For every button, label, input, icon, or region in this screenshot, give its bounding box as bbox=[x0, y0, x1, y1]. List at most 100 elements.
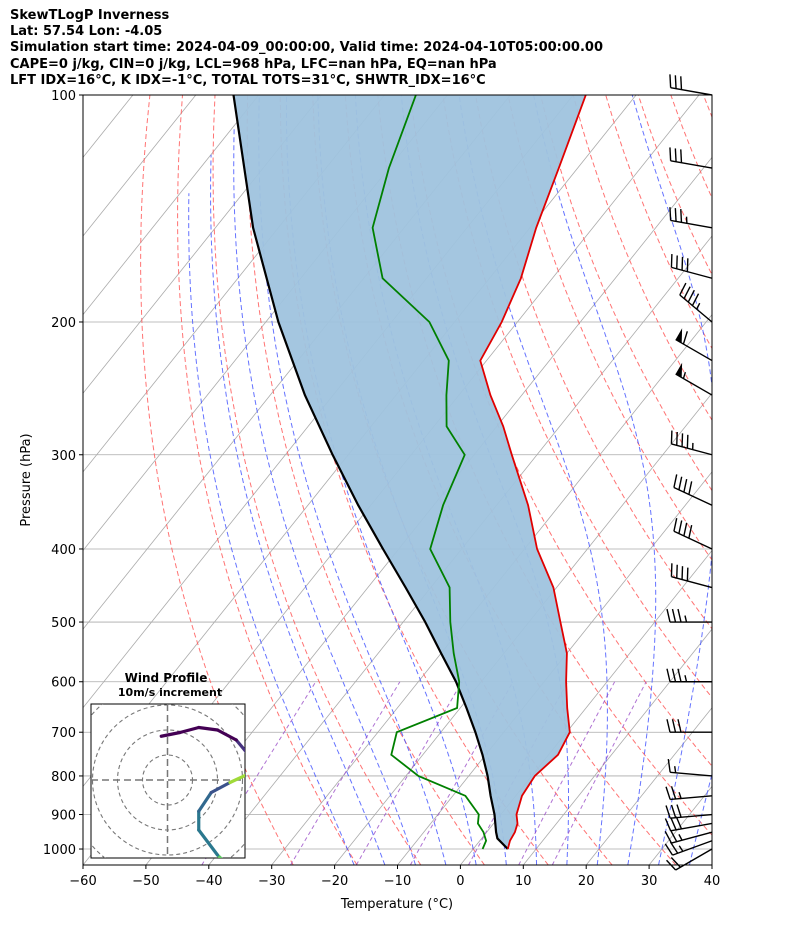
wind-barb bbox=[670, 430, 713, 456]
mixing-ratio-line bbox=[518, 681, 616, 865]
wind-barb-full bbox=[669, 841, 679, 854]
wind-barb bbox=[675, 328, 713, 362]
y-tick-label: 1000 bbox=[43, 843, 76, 858]
wind-barb-half bbox=[684, 675, 688, 682]
x-axis-label: Temperature (°C) bbox=[340, 897, 453, 912]
wind-barb bbox=[667, 758, 713, 777]
wind-barb-full bbox=[671, 668, 677, 682]
wind-barb-full bbox=[664, 818, 672, 832]
wind-barb-shaft bbox=[671, 831, 713, 844]
mixing-ratio-line bbox=[551, 681, 647, 865]
wind-barb-shaft bbox=[671, 443, 713, 456]
wind-barb-shaft bbox=[670, 795, 713, 801]
wind-barb-half bbox=[682, 371, 687, 379]
wind-barb-full bbox=[675, 816, 683, 830]
wind-barb bbox=[669, 147, 713, 169]
wind-barb-full bbox=[688, 481, 693, 495]
wind-barb-full bbox=[682, 331, 688, 345]
x-tick-label: 0 bbox=[456, 874, 464, 889]
wind-barb-full bbox=[667, 758, 671, 773]
wind-barb-full bbox=[666, 608, 671, 623]
wind-barb-half bbox=[684, 615, 688, 623]
wind-barb-full bbox=[671, 719, 677, 733]
wind-barb-full bbox=[666, 719, 671, 733]
wind-barb-full bbox=[665, 805, 671, 819]
wind-barb bbox=[675, 362, 713, 396]
isotherm-line bbox=[83, 95, 197, 237]
wind-barb bbox=[666, 608, 712, 623]
isotherm-line bbox=[585, 707, 712, 865]
x-tick-label: −50 bbox=[132, 874, 159, 889]
x-tick-label: 10 bbox=[515, 874, 532, 889]
wind-barb-shaft bbox=[673, 530, 713, 550]
mixing-ratio-line bbox=[355, 681, 463, 865]
isotherm-line bbox=[83, 95, 322, 394]
y-axis-label: Pressure (hPa) bbox=[19, 433, 34, 526]
wind-barb-shaft bbox=[671, 575, 713, 589]
wind-barb bbox=[670, 254, 713, 279]
wind-barb-shaft bbox=[679, 294, 713, 323]
y-tick-label: 100 bbox=[51, 89, 76, 104]
mixing-ratio-line bbox=[290, 681, 401, 865]
wind-barb-full bbox=[664, 843, 674, 856]
wind-barb-full bbox=[669, 207, 672, 221]
hodograph-segment bbox=[197, 790, 213, 813]
y-tick-label: 200 bbox=[51, 316, 76, 331]
wind-barb-shaft bbox=[673, 486, 713, 506]
wind-barb bbox=[666, 668, 712, 683]
wind-barb-full bbox=[680, 76, 683, 90]
moist-adiabat bbox=[631, 95, 712, 865]
moist-adiabat bbox=[720, 95, 794, 865]
wind-barb bbox=[664, 829, 713, 844]
isotherm-line bbox=[648, 785, 712, 865]
dry-adiabat bbox=[769, 95, 794, 865]
wind-barb-full bbox=[680, 149, 683, 163]
wind-barb-full bbox=[688, 524, 693, 539]
wind-barb-half bbox=[674, 766, 677, 773]
wind-barb-full bbox=[677, 719, 682, 733]
hodograph-segment bbox=[228, 773, 245, 785]
wind-barb-shaft bbox=[675, 848, 713, 871]
parcel-profile-line bbox=[232, 95, 509, 850]
dry-adiabat bbox=[246, 95, 485, 865]
y-tick-label: 900 bbox=[51, 809, 76, 824]
x-tick-label: 40 bbox=[704, 874, 721, 889]
hodograph-segment bbox=[178, 725, 201, 735]
isotherm-line bbox=[271, 313, 712, 865]
hodograph-body bbox=[91, 704, 267, 918]
wind-barb-full bbox=[664, 830, 673, 844]
wind-barb-full bbox=[687, 289, 695, 303]
wind-barb bbox=[673, 474, 713, 506]
wind-barb bbox=[665, 804, 713, 819]
wind-barb-shaft bbox=[675, 338, 713, 362]
dry-adiabat bbox=[637, 95, 712, 276]
wind-barb bbox=[679, 282, 713, 323]
wind-barb-shaft bbox=[670, 771, 713, 777]
wind-barb-full bbox=[674, 148, 677, 162]
x-tick-label: −10 bbox=[384, 874, 411, 889]
wind-barb-full bbox=[674, 75, 677, 89]
dewpoint-line bbox=[371, 95, 488, 850]
isotherm-line bbox=[334, 392, 712, 865]
wind-barb-half bbox=[678, 791, 682, 799]
wind-barb-full bbox=[670, 786, 677, 800]
wind-barb-full bbox=[670, 857, 681, 868]
hodograph-segment bbox=[261, 899, 267, 918]
y-tick-label: 700 bbox=[51, 726, 76, 741]
wind-barb-full bbox=[676, 804, 682, 818]
wind-barb-full bbox=[670, 804, 677, 818]
wind-barb-full bbox=[673, 518, 678, 532]
moist-adiabat bbox=[458, 95, 608, 865]
moist-adiabat bbox=[210, 154, 386, 865]
x-tick-label: −60 bbox=[69, 874, 96, 889]
moist-adiabat bbox=[188, 193, 355, 865]
dry-adiabat bbox=[140, 95, 294, 865]
dry-adiabat bbox=[572, 95, 712, 422]
y-tick-label: 600 bbox=[51, 676, 76, 691]
isotherm-line bbox=[83, 95, 260, 316]
wind-barb-full bbox=[669, 829, 678, 843]
wind-barb-full bbox=[674, 208, 677, 222]
isotherm-line bbox=[522, 628, 712, 865]
wind-barb bbox=[669, 74, 713, 96]
